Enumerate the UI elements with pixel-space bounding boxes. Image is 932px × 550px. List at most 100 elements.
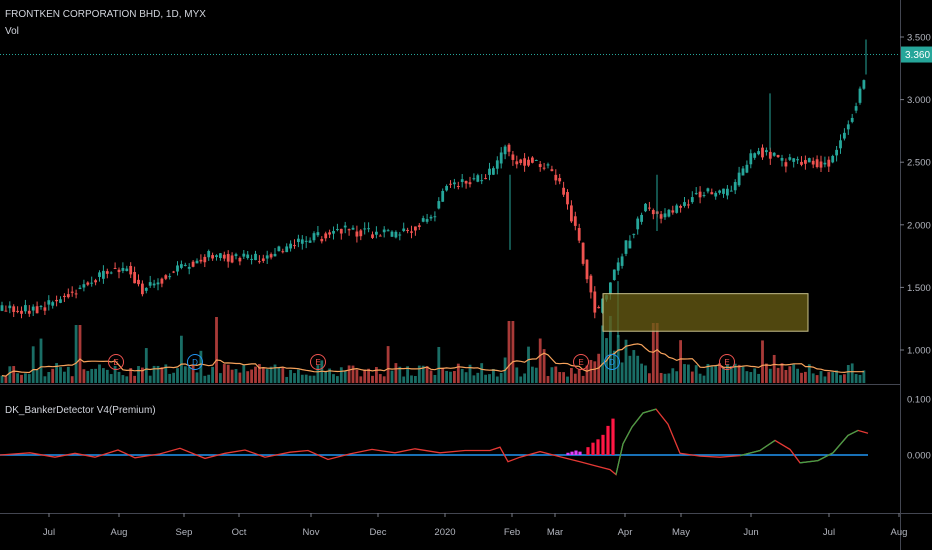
- volume-bar: [601, 325, 604, 383]
- volume-bar: [35, 369, 39, 383]
- candle: [714, 191, 718, 200]
- candle: [546, 162, 550, 169]
- time-tick-label: Sep: [176, 527, 193, 538]
- candle: [519, 158, 523, 166]
- volume-bar: [441, 367, 445, 383]
- volume-bar: [12, 366, 16, 383]
- last-price-label: 3.360: [905, 50, 930, 61]
- volume-bar: [772, 354, 776, 383]
- volume-bar: [20, 374, 23, 383]
- volume-bar: [566, 376, 569, 383]
- candle: [472, 173, 476, 181]
- candle: [24, 299, 27, 314]
- event-marker-circle[interactable]: [573, 354, 589, 370]
- candle: [862, 79, 866, 90]
- volume-bar: [402, 376, 406, 383]
- volume-bar: [386, 346, 390, 383]
- candle: [109, 271, 113, 275]
- volume-bar: [0, 375, 4, 383]
- event-marker-letter: E: [724, 358, 729, 367]
- volume-bar: [242, 364, 246, 383]
- volume-bar: [343, 370, 347, 383]
- candle: [285, 243, 289, 253]
- candle: [683, 196, 686, 208]
- candle: [269, 252, 273, 260]
- volume-bar: [433, 374, 437, 383]
- volume-bar: [636, 355, 640, 383]
- candle: [792, 158, 796, 168]
- candle: [573, 211, 577, 231]
- event-marker-circle[interactable]: [108, 354, 124, 370]
- candle: [297, 234, 300, 248]
- event-marker-circle[interactable]: [604, 354, 620, 370]
- volume-bar: [807, 364, 811, 383]
- volume-bar: [850, 363, 854, 383]
- candle: [168, 273, 172, 280]
- indicator-bar: [574, 450, 578, 455]
- candle: [710, 188, 714, 195]
- volume-bar: [82, 369, 86, 383]
- candle: [663, 208, 667, 220]
- volume-bar: [648, 373, 651, 383]
- candle: [324, 231, 328, 242]
- volume-bar: [109, 374, 113, 383]
- volume-bar: [281, 366, 285, 383]
- candle: [176, 261, 179, 276]
- volume-bar: [234, 369, 238, 383]
- volume-bar: [745, 371, 749, 383]
- candle: [180, 260, 183, 270]
- volume-bar: [113, 365, 117, 383]
- candle: [644, 202, 647, 213]
- candle: [616, 257, 620, 275]
- volume-bar: [246, 371, 250, 383]
- candle: [729, 185, 733, 192]
- volume-bar: [644, 365, 647, 383]
- volume-bar: [843, 374, 846, 383]
- volume-bar: [788, 366, 792, 383]
- candle: [468, 176, 472, 188]
- candle: [277, 245, 281, 252]
- candle: [445, 184, 448, 192]
- volume-label: Vol: [5, 26, 19, 37]
- candle: [612, 269, 616, 281]
- volume-bar: [277, 367, 281, 383]
- candle: [815, 155, 819, 169]
- candle: [772, 152, 776, 157]
- candle: [480, 174, 484, 185]
- event-marker-circle[interactable]: [310, 354, 326, 370]
- volume-bar: [815, 375, 819, 383]
- volume-bar: [180, 335, 183, 383]
- volume-bar: [663, 373, 667, 383]
- candle: [203, 254, 207, 268]
- volume-bar: [195, 372, 199, 383]
- volume-bar: [460, 368, 464, 383]
- candle: [761, 144, 764, 160]
- volume-bar: [258, 364, 261, 383]
- volume-bar: [453, 371, 456, 383]
- candle: [503, 144, 507, 160]
- candle: [359, 228, 363, 241]
- event-marker-letter: D: [192, 358, 198, 367]
- volume-bar: [4, 376, 8, 383]
- candle: [0, 301, 4, 312]
- volume-bar: [304, 374, 308, 383]
- volume-bar: [831, 372, 835, 383]
- volume-bar: [733, 363, 737, 383]
- candle: [667, 208, 671, 218]
- volume-bar: [519, 376, 523, 383]
- volume-bar: [620, 362, 624, 383]
- volume-bar: [593, 361, 597, 383]
- candle: [207, 249, 211, 261]
- candle: [4, 305, 8, 312]
- candle: [125, 265, 129, 272]
- candle: [456, 181, 460, 190]
- candle: [347, 228, 351, 236]
- candle: [222, 251, 226, 262]
- event-marker-circle[interactable]: [719, 354, 735, 370]
- candle: [534, 159, 538, 161]
- event-marker-circle[interactable]: [187, 354, 203, 370]
- time-tick-label: Feb: [504, 527, 520, 538]
- volume-bar: [16, 373, 19, 383]
- volume-bar: [472, 375, 476, 383]
